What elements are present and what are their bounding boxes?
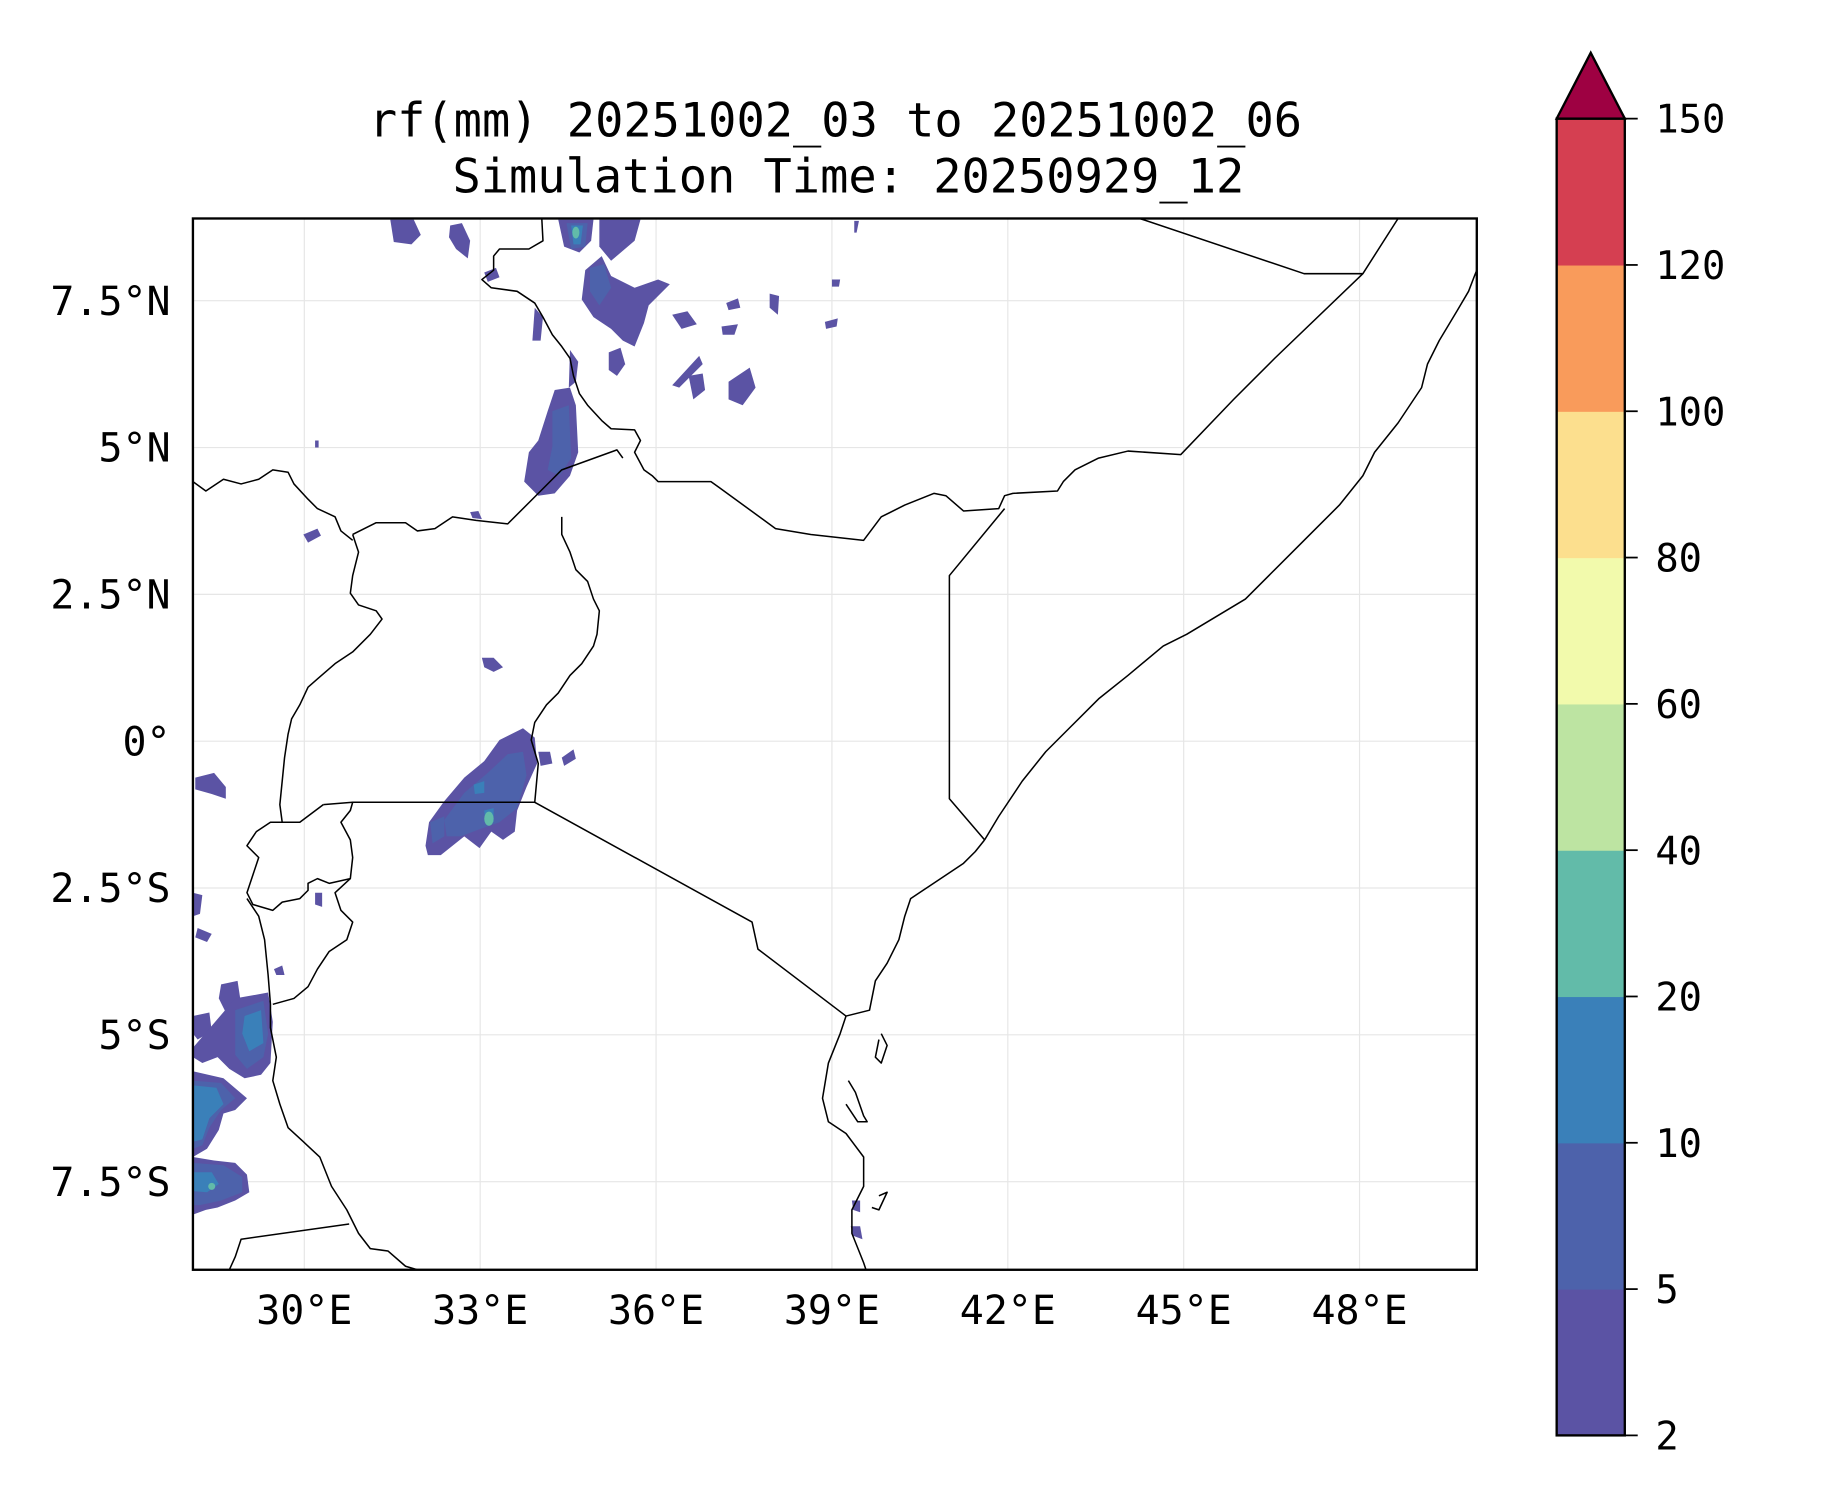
x-tick-label: 39°E	[784, 1288, 880, 1334]
y-tick-label: 2.5°N	[50, 572, 170, 618]
border-line	[323, 801, 847, 1017]
border-line	[845, 1080, 868, 1123]
y-tick-label: 7.5°S	[50, 1160, 170, 1206]
y-tick-label: 0°	[123, 719, 171, 765]
colorbar-segment	[1556, 557, 1625, 705]
colorbar-tick-label: 60	[1655, 683, 1702, 728]
x-tick-label: 36°E	[608, 1288, 704, 1334]
gridlines	[192, 218, 1477, 1270]
border-line	[481, 218, 1399, 542]
border-line	[1139, 218, 1363, 275]
colorbar-segment	[1556, 1289, 1625, 1436]
border-line	[192, 469, 354, 541]
map-axes-frame	[191, 217, 1478, 1271]
border-line	[948, 508, 1006, 841]
border-line	[246, 898, 418, 1270]
colorbar-segment	[1556, 411, 1625, 559]
colorbar-segment	[1556, 996, 1625, 1144]
border-line	[272, 878, 354, 1006]
border-line	[228, 1223, 350, 1270]
y-tick-labels: 7.5°N 5°N 2.5°N 0° 2.5°S 5°S 7.5°S	[50, 279, 170, 1206]
colorbar-tick-label: 40	[1655, 829, 1702, 874]
colorbar-tick-label: 150	[1655, 98, 1725, 143]
colorbar-tick-label: 5	[1655, 1268, 1678, 1313]
border-line	[874, 1033, 888, 1064]
colorbar-segment	[1556, 850, 1625, 998]
colorbar-segment	[1556, 1142, 1625, 1290]
border-line	[246, 802, 354, 912]
colorbar-tick-label: 80	[1655, 537, 1702, 582]
x-tick-label: 42°E	[960, 1288, 1056, 1334]
colorbar-segment	[1556, 118, 1625, 266]
border-line	[352, 449, 624, 536]
colorbar: 2 5 10 20 40 60 80 100 120 150	[1554, 50, 1725, 1459]
rain-level-2-5	[192, 219, 863, 1240]
y-tick-label: 2.5°S	[50, 866, 170, 912]
x-tick-label: 45°E	[1136, 1288, 1232, 1334]
x-tick-labels: 30°E 33°E 36°E 39°E 42°E 45°E 48°E	[256, 1288, 1407, 1334]
border-line	[279, 534, 383, 824]
colorbar-tick-label: 120	[1655, 244, 1725, 289]
y-tick-label: 5°S	[99, 1013, 171, 1059]
colorbar-tick-label: 100	[1655, 390, 1725, 435]
rainfall-contours	[192, 219, 863, 1240]
y-tick-label: 7.5°N	[50, 279, 170, 325]
border-line	[983, 269, 1477, 841]
rain-level-20-40	[208, 226, 580, 1190]
x-tick-label: 48°E	[1311, 1288, 1407, 1334]
colorbar-tick-label: 2	[1655, 1414, 1678, 1459]
chart-title-line2: Simulation Time: 20250929_12	[452, 150, 1244, 205]
border-line	[821, 839, 986, 1270]
rain-level-5-10	[192, 223, 612, 1206]
chart-title-line1: rf(mm) 20251002_03 to 20251002_06	[369, 93, 1302, 148]
colorbar-segment	[1556, 703, 1625, 851]
rain-level-10-20	[192, 225, 583, 1193]
y-tick-label: 5°N	[99, 426, 171, 472]
colorbar-frame	[1555, 117, 1626, 1437]
colorbar-segment	[1556, 264, 1625, 412]
colorbar-tick-label: 10	[1655, 1122, 1702, 1167]
border-line	[530, 516, 601, 803]
x-tick-label: 30°E	[256, 1288, 352, 1334]
colorbar-tick-label: 20	[1655, 976, 1702, 1021]
country-borders-and-coastlines	[192, 218, 1477, 1270]
border-line	[871, 1191, 888, 1211]
colorbar-extend-arrow	[1554, 50, 1627, 120]
x-tick-label: 33°E	[432, 1288, 528, 1334]
